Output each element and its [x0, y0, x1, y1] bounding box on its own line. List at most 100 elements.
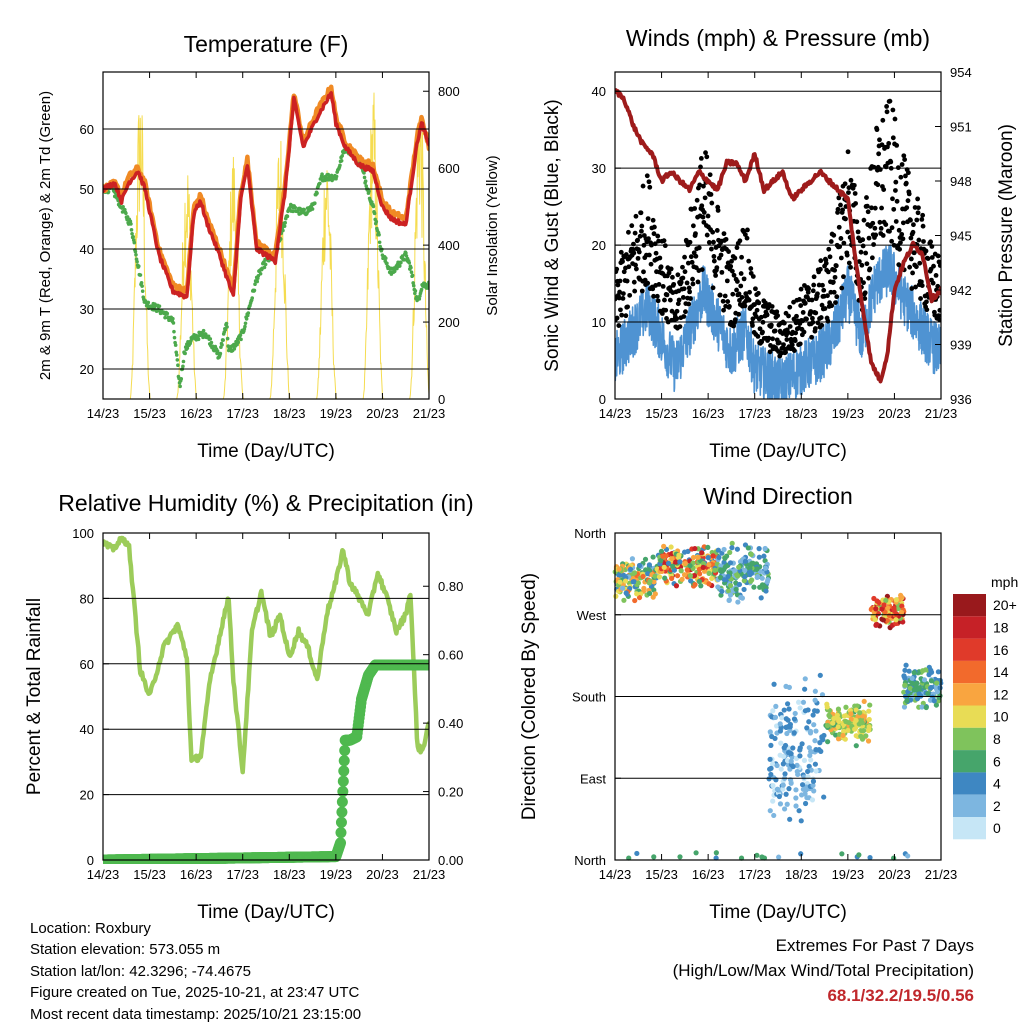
direction-point: [813, 728, 819, 734]
gust-point: [701, 210, 707, 215]
gust-point: [651, 224, 657, 230]
gust-point: [900, 236, 906, 242]
gust-point: [909, 286, 915, 291]
dewpoint-point: [232, 347, 237, 351]
direction-point: [780, 782, 786, 788]
direction-point: [652, 573, 658, 579]
gust-point: [899, 162, 905, 167]
direction-point: [853, 743, 859, 749]
direction-point: [736, 581, 743, 588]
gust-point: [906, 170, 911, 176]
gust-point: [731, 272, 737, 278]
direction-point: [741, 586, 747, 593]
direction-point: [630, 579, 636, 585]
direction-point: [901, 689, 907, 695]
gust-point: [692, 206, 698, 211]
direction-point: [616, 566, 622, 572]
direction-point: [685, 548, 691, 554]
direction-point: [840, 732, 846, 739]
dewpoint-point: [372, 211, 377, 216]
gust-point: [911, 250, 917, 256]
gust-point: [714, 228, 720, 233]
gust-point: [746, 297, 752, 303]
direction-point: [706, 570, 712, 576]
gust-point: [638, 210, 644, 216]
direction-point: [690, 554, 697, 561]
direction-point: [812, 761, 818, 767]
y-tick-label: 20: [80, 788, 94, 803]
direction-point: [634, 591, 640, 597]
direction-point: [830, 720, 836, 726]
direction-point: [800, 699, 807, 705]
gust-point: [668, 266, 674, 272]
direction-point: [713, 850, 719, 856]
gust-point: [848, 177, 854, 183]
gust-point: [892, 116, 898, 122]
direction-point: [721, 546, 727, 553]
gust-point: [889, 225, 895, 231]
direction-point: [793, 787, 799, 793]
y2-tick-label: 0.20: [438, 785, 463, 800]
direction-point: [652, 591, 658, 597]
dewpoint-point: [402, 257, 407, 262]
direction-point: [781, 707, 787, 713]
direction-point: [777, 728, 783, 734]
gust-point: [822, 306, 828, 311]
dewpoint-point: [411, 281, 415, 285]
y2-tick-label: 939: [950, 338, 972, 353]
gust-point: [819, 322, 825, 328]
direction-point: [790, 763, 796, 770]
dewpoint-point: [175, 358, 180, 362]
x-tick-label: 14/23: [87, 406, 120, 421]
y2-tick-label: 0: [438, 392, 445, 407]
gust-point: [855, 229, 861, 235]
x-tick-label: 19/23: [832, 406, 865, 421]
direction-point: [841, 728, 847, 735]
gust-point: [624, 278, 630, 284]
gust-point: [632, 230, 638, 236]
gust-point: [680, 264, 685, 270]
direction-point: [786, 786, 792, 792]
y-tick-label: 80: [80, 591, 94, 606]
gust-point: [646, 236, 651, 242]
direction-point: [673, 559, 679, 565]
station-info: Location: Roxbury Station elevation: 573…: [30, 918, 361, 1025]
gust-point: [626, 264, 632, 270]
direction-point: [700, 564, 706, 570]
gust-point: [914, 217, 920, 223]
direction-point: [861, 727, 867, 734]
gust-point: [784, 337, 790, 342]
direction-point: [770, 708, 776, 714]
gust-point: [741, 276, 747, 282]
gust-point: [920, 223, 926, 229]
dewpoint-point: [140, 289, 145, 293]
gust-point: [657, 255, 663, 261]
gust-point: [866, 275, 871, 281]
gust-point: [683, 309, 688, 315]
gust-point: [644, 173, 650, 179]
direction-point: [902, 682, 908, 688]
gust-point: [695, 279, 701, 285]
gust-point: [640, 183, 646, 189]
direction-point: [687, 573, 693, 579]
gust-point: [815, 291, 820, 297]
direction-point: [802, 686, 808, 692]
gust-point: [757, 326, 763, 332]
y2-tick-label: 936: [950, 392, 972, 407]
gust-point: [781, 320, 787, 326]
precip-point: [335, 837, 347, 849]
direction-point: [761, 553, 767, 559]
x-axis-label: Time (Day/UTC): [709, 902, 847, 923]
gust-point: [711, 258, 717, 264]
gust-point: [619, 312, 625, 318]
gust-point: [830, 279, 836, 285]
dewpoint-point: [121, 205, 125, 209]
gust-point: [705, 213, 711, 219]
dewpoint-point: [374, 219, 379, 224]
gust-point: [639, 228, 644, 234]
gust-point: [675, 272, 681, 278]
gust-point: [931, 263, 936, 269]
panel-direction: 14/23 15/23 16/23 17/23 18/23 19/23 20/23 21/23…: [519, 483, 1018, 923]
gust-point: [888, 159, 894, 165]
direction-point: [651, 854, 657, 860]
